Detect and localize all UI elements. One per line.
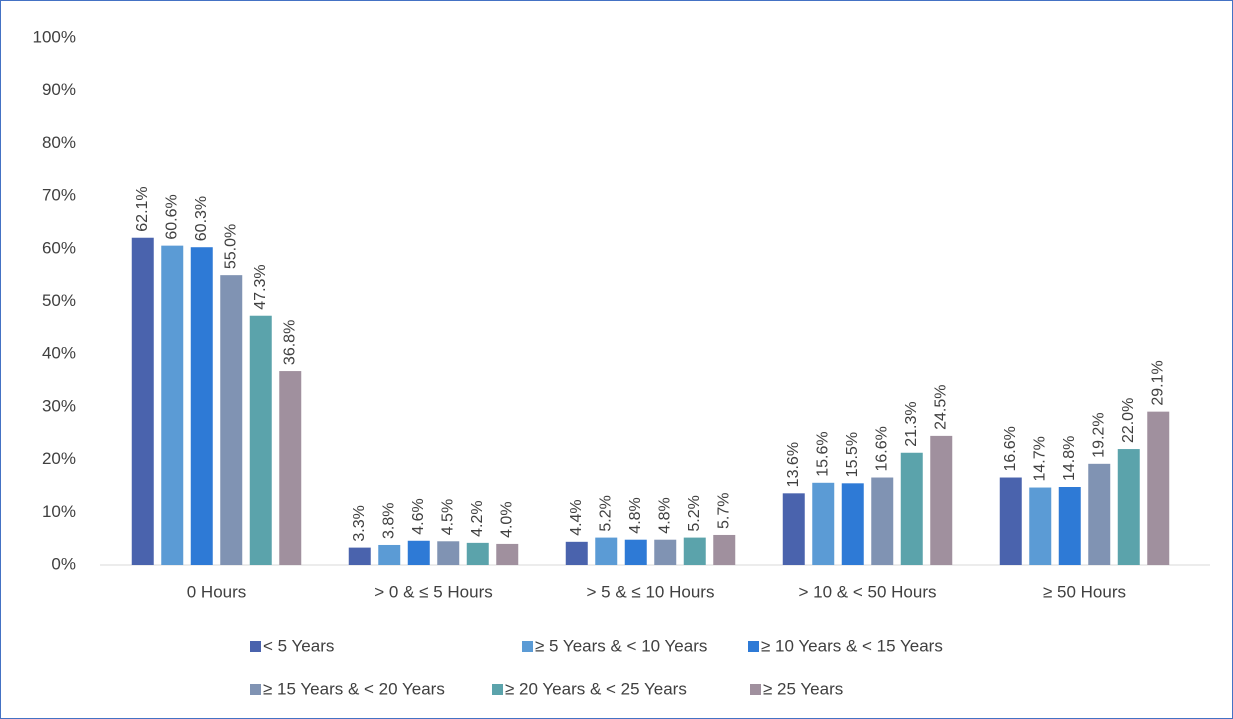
legend-label: ≥ 10 Years & < 15 Years: [761, 636, 943, 655]
bar: [624, 539, 647, 565]
y-tick-label: 40%: [42, 344, 76, 363]
value-label: 14.8%: [1061, 436, 1078, 481]
value-label: 5.7%: [715, 492, 732, 528]
legend-swatch: [522, 641, 533, 652]
legend-swatch: [250, 684, 261, 695]
bar: [1117, 449, 1140, 565]
value-label: 16.6%: [873, 426, 890, 471]
y-tick-label: 0%: [51, 554, 76, 573]
legend-label: ≥ 20 Years & < 25 Years: [505, 679, 687, 698]
value-label: 4.2%: [469, 500, 486, 536]
y-tick-label: 80%: [42, 133, 76, 152]
y-tick-label: 20%: [42, 449, 76, 468]
value-label: 4.4%: [568, 499, 585, 535]
y-tick-label: 100%: [33, 27, 76, 46]
value-label: 47.3%: [252, 264, 269, 309]
bar: [220, 275, 243, 565]
value-label: 62.1%: [134, 186, 151, 231]
bar: [190, 247, 213, 565]
value-label: 55.0%: [222, 224, 239, 269]
value-label: 4.8%: [656, 497, 673, 533]
value-label: 15.5%: [844, 432, 861, 477]
x-tick-label: > 5 & ≤ 10 Hours: [587, 582, 715, 601]
bar: [930, 435, 953, 565]
legend-swatch: [492, 684, 503, 695]
value-label: 13.6%: [785, 442, 802, 487]
value-label: 14.7%: [1031, 436, 1048, 481]
value-label: 5.2%: [597, 495, 614, 531]
value-label: 21.3%: [903, 401, 920, 446]
bar: [131, 237, 154, 565]
bar: [841, 483, 864, 565]
y-tick-label: 70%: [42, 186, 76, 205]
bar: [466, 542, 489, 565]
legend-swatch: [250, 641, 261, 652]
bar: [565, 541, 588, 565]
y-tick-label: 30%: [42, 396, 76, 415]
value-label: 22.0%: [1120, 398, 1137, 443]
value-label: 4.8%: [627, 497, 644, 533]
y-tick-label: 90%: [42, 80, 76, 99]
bar: [348, 547, 371, 565]
legend-label: ≥ 15 Years & < 20 Years: [263, 679, 445, 698]
bar: [713, 534, 736, 565]
value-label: 60.6%: [163, 194, 180, 239]
value-label: 4.6%: [410, 498, 427, 534]
bar: [1088, 463, 1111, 565]
legend-label: < 5 Years: [263, 636, 334, 655]
bar: [437, 541, 460, 565]
bar: [378, 544, 401, 565]
bar: [654, 539, 677, 565]
bar: [900, 452, 923, 565]
y-tick-label: 50%: [42, 291, 76, 310]
legend-label: ≥ 25 Years: [763, 679, 843, 698]
bar: [1058, 487, 1081, 565]
bar: [871, 477, 894, 565]
bar: [812, 482, 835, 565]
bar: [1147, 411, 1170, 565]
y-tick-label: 10%: [42, 502, 76, 521]
value-label: 3.3%: [351, 505, 368, 541]
y-tick-label: 60%: [42, 238, 76, 257]
x-tick-label: > 10 & < 50 Hours: [799, 582, 937, 601]
x-tick-label: ≥ 50 Hours: [1043, 582, 1126, 601]
value-label: 24.5%: [932, 385, 949, 430]
bar: [161, 245, 184, 565]
bar: [407, 540, 430, 565]
bar: [496, 543, 519, 565]
bar: [999, 477, 1022, 565]
value-label: 4.5%: [439, 499, 456, 535]
value-label: 16.6%: [1002, 426, 1019, 471]
value-label: 4.0%: [498, 501, 515, 537]
legend-swatch: [748, 641, 759, 652]
value-label: 29.1%: [1149, 360, 1166, 405]
value-label: 36.8%: [281, 320, 298, 365]
legend-swatch: [750, 684, 761, 695]
bar: [279, 371, 302, 565]
bar: [782, 493, 805, 565]
bar: [1029, 487, 1052, 565]
bar: [595, 537, 618, 565]
legend-label: ≥ 5 Years & < 10 Years: [535, 636, 707, 655]
value-label: 19.2%: [1090, 412, 1107, 457]
value-label: 3.8%: [380, 503, 397, 539]
value-label: 15.6%: [814, 431, 831, 476]
bar: [683, 537, 706, 565]
value-label: 60.3%: [193, 196, 210, 241]
x-tick-label: > 0 & ≤ 5 Hours: [374, 582, 492, 601]
x-tick-label: 0 Hours: [187, 582, 247, 601]
bar: [249, 315, 272, 565]
value-label: 5.2%: [686, 495, 703, 531]
